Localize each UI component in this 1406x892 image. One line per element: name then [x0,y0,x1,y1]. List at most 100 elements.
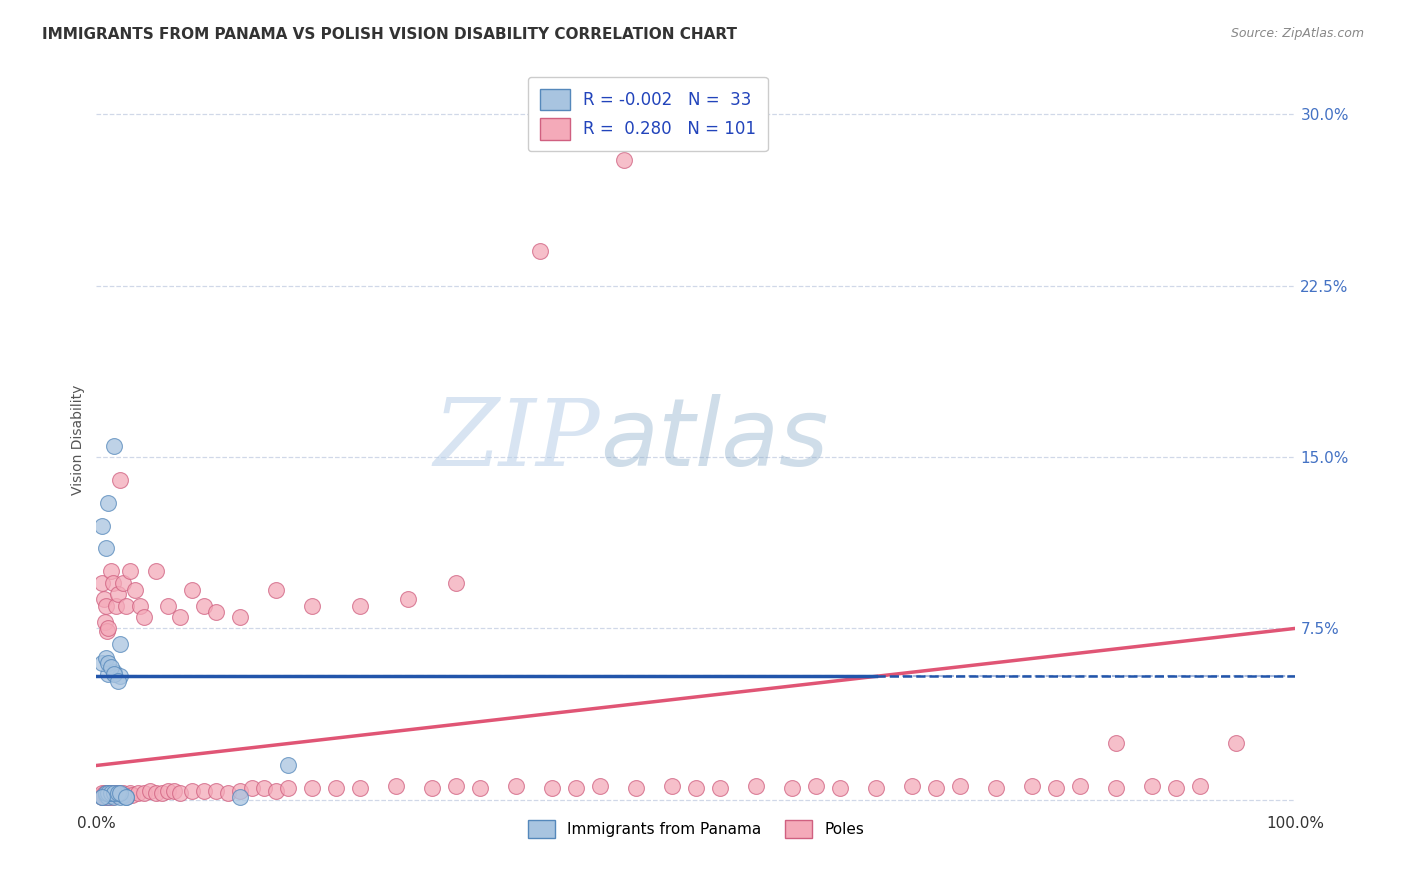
Point [94,599,117,613]
Text: IMMIGRANTS FROM PANAMA VS POLISH VISION DISABILITY CORRELATION CHART: IMMIGRANTS FROM PANAMA VS POLISH VISION … [42,27,737,42]
Point [949,779,972,793]
Point [93,786,115,800]
Point [925,781,948,796]
Point [163,783,186,797]
Point [110,786,132,800]
Point [541,781,564,796]
Point [193,783,215,797]
Point [134,786,156,800]
Point [745,779,768,793]
Point [205,606,228,620]
Point [110,637,132,651]
Point [385,779,408,793]
Point [264,783,287,797]
Point [444,575,467,590]
Point [613,153,636,167]
Point [93,591,115,606]
Text: atlas: atlas [600,394,828,485]
Point [1225,736,1247,750]
Point [91,786,114,800]
Point [115,599,138,613]
Point [103,790,125,805]
Point [1140,779,1163,793]
Point [1104,736,1126,750]
Point [91,656,114,670]
Point [100,786,122,800]
Point [94,541,117,556]
Point [529,244,551,259]
Point [349,599,371,613]
Point [229,610,252,624]
Point [589,779,612,793]
Point [98,786,121,800]
Point [110,788,132,802]
Point [94,786,117,800]
Point [101,788,124,802]
Point [240,781,263,796]
Point [193,599,215,613]
Point [91,518,114,533]
Point [107,587,129,601]
Point [100,788,122,802]
Point [93,788,115,802]
Point [277,758,299,772]
Point [94,788,117,802]
Point [97,667,120,681]
Point [900,779,922,793]
Point [115,790,138,805]
Point [181,582,204,597]
Point [96,786,118,800]
Point [103,786,125,800]
Point [157,599,180,613]
Point [115,788,138,802]
Point [468,781,491,796]
Point [97,788,120,802]
Point [139,783,162,797]
Point [104,599,127,613]
Point [780,781,803,796]
Point [94,790,117,805]
Point [107,786,129,800]
Point [229,790,252,805]
Point [97,656,120,670]
Point [104,788,127,802]
Point [91,575,114,590]
Point [128,599,150,613]
Point [107,788,129,802]
Point [110,473,132,487]
Point [150,786,173,800]
Point [107,673,129,688]
Point [169,610,191,624]
Point [157,783,180,797]
Point [828,781,851,796]
Text: Source: ZipAtlas.com: Source: ZipAtlas.com [1230,27,1364,40]
Point [97,790,120,805]
Point [91,790,114,805]
Point [100,660,122,674]
Point [100,564,122,578]
Point [984,781,1007,796]
Legend: Immigrants from Panama, Poles: Immigrants from Panama, Poles [522,814,870,845]
Point [111,788,134,802]
Point [505,779,527,793]
Point [1021,779,1043,793]
Point [111,786,134,800]
Point [94,651,117,665]
Point [444,779,467,793]
Point [685,781,707,796]
Point [145,786,167,800]
Point [565,781,588,796]
Point [97,790,120,805]
Point [253,781,276,796]
Point [301,599,323,613]
Point [100,788,122,802]
Point [103,667,125,681]
Point [264,582,287,597]
Point [1045,781,1067,796]
Point [97,621,120,635]
Point [107,786,129,800]
Point [101,790,124,805]
Point [624,781,647,796]
Point [169,786,191,800]
Point [118,786,141,800]
